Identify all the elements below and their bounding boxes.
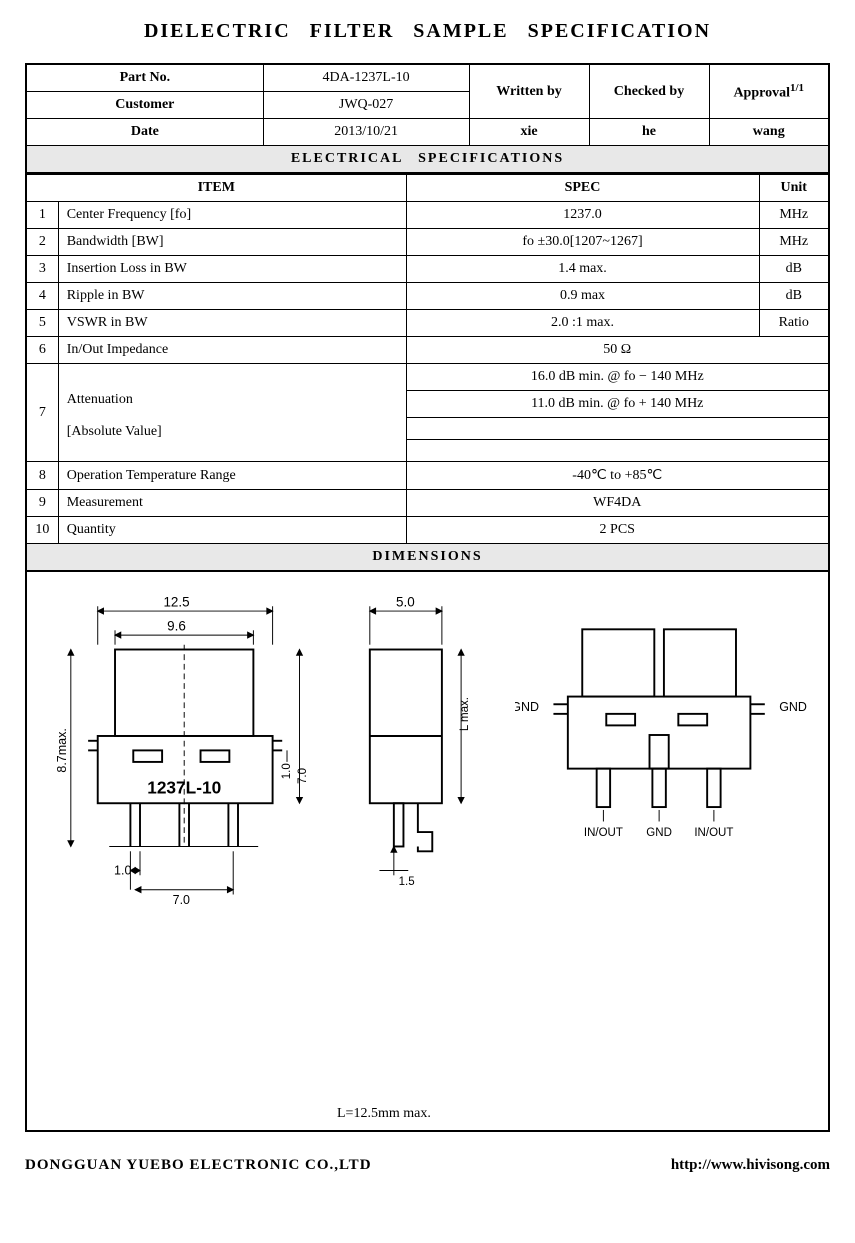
l-note: L=12.5mm max. xyxy=(337,1106,431,1122)
svg-text:8.7max.: 8.7max. xyxy=(55,728,69,772)
svg-text:1.5: 1.5 xyxy=(399,876,415,888)
partno-label: Part No. xyxy=(26,64,263,92)
written-sig: xie xyxy=(469,119,589,146)
svg-text:L max.: L max. xyxy=(459,697,471,731)
page-title: DIELECTRIC FILTER SAMPLE SPECIFICATION xyxy=(25,20,830,43)
pinout-view-drawing: GND GND IN/OUT GND IN/OUT xyxy=(515,585,813,885)
elec-row-4: 4 Ripple in BW 0.9 max dB xyxy=(26,283,829,310)
electrical-table: ITEM SPEC Unit 1 Center Frequency [fo] 1… xyxy=(25,174,830,572)
footer-url: http://www.hivisong.com xyxy=(671,1157,830,1174)
approval-label: Approval1/1 xyxy=(709,64,829,119)
date-value: 2013/10/21 xyxy=(263,119,469,146)
elec-row-3: 3 Insertion Loss in BW 1.4 max. dB xyxy=(26,256,829,283)
approval-sig: wang xyxy=(709,119,829,146)
customer-label: Customer xyxy=(26,92,263,119)
spec-header: SPEC xyxy=(406,175,759,202)
date-label: Date xyxy=(26,119,263,146)
item-header: ITEM xyxy=(26,175,406,202)
svg-text:5.0: 5.0 xyxy=(396,594,415,609)
row-num: 1 xyxy=(26,202,58,229)
written-label: Written by xyxy=(469,64,589,119)
svg-text:IN/OUT: IN/OUT xyxy=(695,827,734,839)
svg-text:1.0: 1.0 xyxy=(114,863,131,877)
elec-row-9: 9 Measurement WF4DA xyxy=(26,490,829,517)
elec-row-2: 2 Bandwidth [BW] fo ±30.0[1207~1267] MHz xyxy=(26,229,829,256)
elec-row-10: 10 Quantity 2 PCS xyxy=(26,517,829,544)
header-row-1: Part No. 4DA-1237L-10 Written by Checked… xyxy=(26,64,829,92)
electrical-section-header: ELECTRICAL SPECIFICATIONS xyxy=(26,146,829,174)
row-unit: MHz xyxy=(759,202,829,229)
elec-header-row: ITEM SPEC Unit xyxy=(26,175,829,202)
svg-text:7.0: 7.0 xyxy=(173,893,190,907)
svg-text:7.0: 7.0 xyxy=(297,768,309,784)
unit-header: Unit xyxy=(759,175,829,202)
svg-text:9.6: 9.6 xyxy=(167,618,186,633)
elec-row-7a: 7 Attenuation [Absolute Value] 16.0 dB m… xyxy=(26,364,829,391)
svg-text:GND: GND xyxy=(515,700,539,714)
front-view-drawing: 12.5 9.6 1237L-10 xyxy=(42,585,311,935)
elec-row-6: 6 In/Out Impedance 50 Ω xyxy=(26,337,829,364)
svg-text:12.5: 12.5 xyxy=(163,594,189,609)
row-spec: 1237.0 xyxy=(406,202,759,229)
side-view-drawing: 5.0 L max. 1.5 xyxy=(341,585,485,935)
svg-text:GND: GND xyxy=(779,700,807,714)
customer-value: JWQ-027 xyxy=(263,92,469,119)
elec-row-1: 1 Center Frequency [fo] 1237.0 MHz xyxy=(26,202,829,229)
footer-company: DONGGUAN YUEBO ELECTRONIC CO.,LTD xyxy=(25,1157,372,1174)
svg-text:IN/OUT: IN/OUT xyxy=(584,827,623,839)
page-footer: DONGGUAN YUEBO ELECTRONIC CO.,LTD http:/… xyxy=(25,1157,830,1174)
svg-text:1237L-10: 1237L-10 xyxy=(147,778,221,798)
dimensions-section-header: DIMENSIONS xyxy=(26,544,829,572)
header-row-3: Date 2013/10/21 xie he wang xyxy=(26,119,829,146)
dimensions-box: 12.5 9.6 1237L-10 xyxy=(25,572,830,1132)
elec-row-8: 8 Operation Temperature Range -40℃ to +8… xyxy=(26,462,829,490)
spec-table: Part No. 4DA-1237L-10 Written by Checked… xyxy=(25,63,830,174)
svg-text:GND: GND xyxy=(646,827,672,839)
checked-sig: he xyxy=(589,119,709,146)
row-item: Center Frequency [fo] xyxy=(58,202,406,229)
svg-text:1.0: 1.0 xyxy=(281,763,293,779)
elec-row-5: 5 VSWR in BW 2.0 :1 max. Ratio xyxy=(26,310,829,337)
partno-value: 4DA-1237L-10 xyxy=(263,64,469,92)
checked-label: Checked by xyxy=(589,64,709,119)
